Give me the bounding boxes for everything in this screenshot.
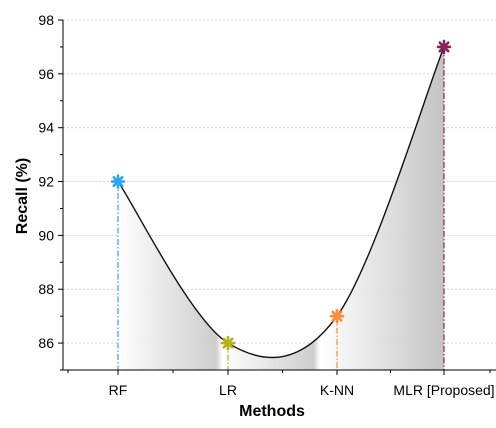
y-tick-label-96: 96: [38, 66, 54, 82]
area-under-curve: [118, 46, 444, 370]
y-tick-label-86: 86: [38, 335, 54, 351]
data-point-k-nn: [329, 308, 345, 324]
y-tick-label-88: 88: [38, 281, 54, 297]
x-tick-label-k-nn: K-NN: [320, 382, 354, 398]
x-tick-label-lr: LR: [219, 382, 237, 398]
area-fill: [118, 46, 444, 370]
y-tick-label-90: 90: [38, 227, 54, 243]
x-axis-title: Methods: [239, 403, 305, 420]
data-point-lr: [220, 335, 236, 351]
tick-labels: 86 88 90 92 94 96 98 RF LR K-NN MLR [Proposed]: [38, 12, 494, 398]
y-tick-label-98: 98: [38, 12, 54, 28]
x-tick-label-rf: RF: [109, 382, 128, 398]
x-tick-label-mlr-proposed-: MLR [Proposed]: [393, 382, 494, 398]
y-tick-label-92: 92: [38, 174, 54, 190]
axes: [58, 19, 496, 375]
series-curve: [117, 46, 445, 359]
data-point-mlr-proposed-: [436, 39, 452, 55]
data-markers: [110, 39, 452, 351]
data-point-rf: [110, 174, 126, 189]
series-line: [117, 46, 445, 359]
y-tick-label-94: 94: [38, 120, 54, 136]
y-axis-title: Recall (%): [14, 158, 31, 234]
